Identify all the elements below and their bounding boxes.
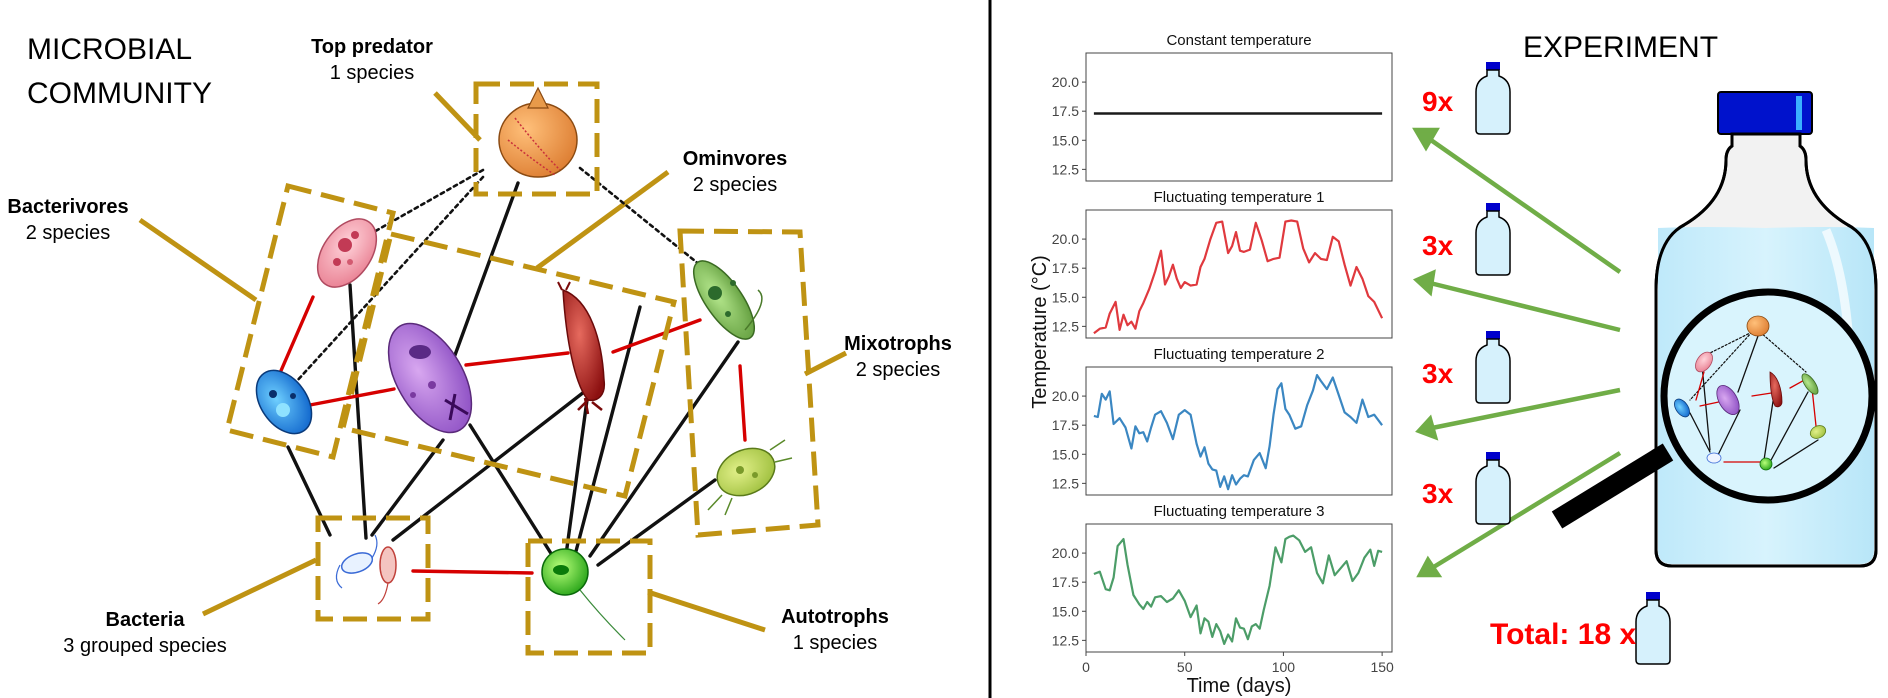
magnified-food-web-icon — [1674, 315, 1827, 471]
food-web-diagram — [138, 81, 848, 656]
mixotrophs-box — [677, 228, 821, 538]
y-tick-label: 20.0 — [1052, 545, 1079, 561]
bottle-icon — [1475, 331, 1511, 404]
series-line — [1093, 219, 1384, 335]
bottle-icon — [1635, 592, 1671, 665]
replicate-count: 9x — [1422, 86, 1454, 117]
temperature-chart: Constant temperature12.515.017.520.0Fluc… — [1029, 32, 1394, 697]
top-predator-box — [473, 81, 600, 197]
y-tick-label: 17.5 — [1052, 103, 1079, 119]
x-axis-label: Time (days) — [1187, 675, 1292, 697]
label-leader-lines — [138, 91, 848, 633]
series-line — [1093, 534, 1383, 646]
group-count: 3 grouped species — [63, 635, 227, 657]
omnivore-red-organism-icon — [557, 281, 606, 415]
group-name: Bacteria — [105, 609, 185, 631]
bacterivore-blue-organism-icon — [255, 369, 313, 435]
y-tick-label: 15.0 — [1052, 446, 1079, 462]
bottle-icon — [1475, 452, 1511, 525]
group-label-bacterivores: Bacterivores 2 species — [0, 194, 136, 246]
omnivore-purple-organism-icon — [387, 322, 473, 434]
panel-frame — [1085, 523, 1393, 653]
y-tick-label: 15.0 — [1052, 603, 1079, 619]
group-name: Mixotrophs — [844, 333, 952, 355]
magnifier-icon — [1551, 288, 1876, 529]
y-tick-label: 17.5 — [1052, 417, 1079, 433]
y-tick-label: 12.5 — [1052, 161, 1079, 177]
group-name: Autotrophs — [781, 606, 889, 628]
top-predator-organism-icon — [498, 86, 578, 178]
x-tick-label: 0 — [1082, 659, 1090, 675]
panel-frame — [1085, 366, 1393, 496]
mixotroph-green-organism-icon — [693, 260, 763, 340]
mixotroph-lime-organism-icon — [707, 439, 793, 516]
group-name: Ominvores — [682, 148, 788, 170]
panel-frame — [1085, 52, 1393, 182]
group-label-autotrophs: Autotrophs 1 species — [745, 604, 925, 656]
replicate-count: 3x — [1422, 478, 1454, 509]
group-name: Bacterivores — [7, 196, 129, 218]
y-tick-label: 20.0 — [1052, 231, 1079, 247]
group-boxes — [223, 81, 821, 656]
group-count: 2 species — [692, 174, 778, 196]
group-count: 1 species — [792, 632, 878, 654]
left-title-line2: COMMUNITY — [27, 77, 212, 110]
group-count: 1 species — [329, 62, 415, 84]
x-tick-label: 50 — [1177, 659, 1193, 675]
series-line — [1093, 374, 1383, 491]
omnivores-box — [339, 230, 678, 500]
replicate-count: 3x — [1422, 358, 1454, 389]
total-label: Total: 18 x — [1490, 618, 1637, 651]
y-axis-label: Temperature (°C) — [1029, 255, 1051, 409]
right-title: EXPERIMENT — [1523, 31, 1719, 64]
autotrophs-box — [525, 538, 653, 656]
bacteria-box — [315, 515, 431, 622]
chart-panel: Fluctuating temperature 3 12.5 15.0 17.5 20.… — [1052, 503, 1393, 653]
bacterivore-pink-organism-icon — [316, 218, 378, 288]
group-label-mixotrophs: Mixotrophs 2 species — [808, 331, 988, 383]
panel-title: Fluctuating temperature 1 — [1154, 189, 1325, 206]
bacteria-organism-icon — [335, 534, 397, 605]
replicate-count: 3x — [1422, 230, 1454, 261]
group-name: Top predator — [311, 36, 433, 58]
panel-title: Constant temperature — [1166, 32, 1311, 49]
chart-panel: Fluctuating temperature 2 12.5 15.0 17.5 20.… — [1052, 346, 1393, 496]
y-tick-label: 20.0 — [1052, 74, 1079, 90]
bacterivores-box — [223, 182, 397, 461]
y-tick-label: 17.5 — [1052, 574, 1079, 590]
x-tick-label: 150 — [1370, 659, 1394, 675]
replicate-arrows — [1412, 127, 1622, 578]
y-tick-label: 15.0 — [1052, 289, 1079, 305]
small-bottles — [1475, 62, 1671, 665]
chart-panel: Fluctuating temperature 1 12.5 15.0 17.5 20.… — [1052, 189, 1393, 339]
group-label-omnivores: Ominvores 2 species — [635, 146, 835, 198]
panel-title: Fluctuating temperature 2 — [1154, 346, 1325, 363]
y-tick-label: 12.5 — [1052, 475, 1079, 491]
y-tick-label: 17.5 — [1052, 260, 1079, 276]
bottle-icon — [1475, 203, 1511, 276]
autotroph-organism-icon — [541, 548, 626, 641]
y-tick-label: 12.5 — [1052, 632, 1079, 648]
y-tick-label: 12.5 — [1052, 318, 1079, 334]
x-tick-label: 100 — [1272, 659, 1296, 675]
panel-title: Fluctuating temperature 3 — [1154, 503, 1325, 520]
organisms — [255, 86, 793, 641]
red-links — [278, 295, 747, 575]
group-label-bacteria: Bacteria 3 grouped species — [30, 607, 260, 659]
y-tick-label: 15.0 — [1052, 132, 1079, 148]
left-title-line1: MICROBIAL — [27, 33, 193, 66]
y-tick-label: 20.0 — [1052, 388, 1079, 404]
bottle-icon — [1475, 62, 1511, 135]
group-count: 2 species — [25, 222, 111, 244]
group-label-top-predator: Top predator 1 species — [272, 34, 472, 86]
chart-panel: Constant temperature 12.5 15.0 17.5 20.0 — [1052, 32, 1393, 182]
group-count: 2 species — [855, 359, 941, 381]
